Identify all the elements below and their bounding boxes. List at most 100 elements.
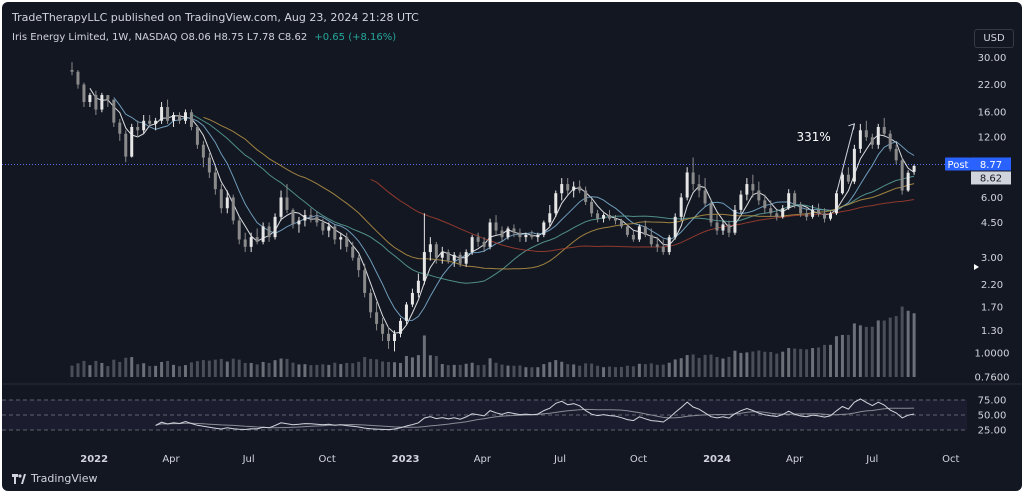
candle-body: [172, 114, 176, 121]
candle-body: [76, 71, 80, 85]
candle-body: [542, 222, 546, 235]
y-tick-label: 22.00: [978, 80, 1007, 91]
x-tick-label: 2023: [392, 454, 420, 465]
candle-body: [273, 216, 277, 238]
volume-bar: [811, 348, 815, 377]
candle-body: [100, 95, 104, 110]
volume-bar: [476, 365, 480, 377]
volume-bar: [142, 363, 146, 377]
candle-body: [231, 197, 235, 221]
candle-body: [494, 222, 498, 231]
candle-body: [518, 232, 522, 238]
candle-body: [864, 130, 868, 138]
volume-bar: [273, 360, 277, 377]
candle-body: [82, 84, 86, 102]
volume-bar: [309, 365, 313, 377]
annotation-label: 331%: [796, 130, 830, 144]
rsi-tick-label: 50.00: [978, 411, 1007, 422]
volume-bar: [237, 359, 241, 377]
volume-bar: [482, 364, 486, 377]
volume-bar: [566, 364, 570, 377]
candle-body: [357, 257, 361, 271]
candle-body: [404, 304, 408, 321]
volume-bar: [900, 306, 904, 377]
post-price-badge: [971, 157, 1011, 171]
candle-body: [130, 126, 134, 157]
candle-body: [787, 193, 791, 209]
candle-body: [183, 112, 187, 121]
candle-body: [888, 133, 892, 149]
volume-bar: [488, 358, 492, 377]
candle-body: [882, 126, 886, 134]
candle-body: [285, 197, 289, 210]
y-tick-label: 12.00: [978, 133, 1007, 144]
candle-body: [721, 224, 725, 231]
volume-bar: [709, 354, 713, 377]
volume-bar: [154, 365, 158, 377]
candle-body: [590, 201, 594, 214]
candle-body: [506, 228, 510, 238]
candle-body: [608, 215, 612, 219]
candle-body: [578, 186, 582, 191]
volume-bar: [297, 364, 301, 377]
post-label: Post: [948, 160, 969, 171]
volume-bar: [631, 366, 635, 377]
volume-bar: [787, 348, 791, 377]
volume-bar: [530, 367, 534, 377]
volume-bar: [166, 360, 170, 377]
annotation-arrowhead: [848, 123, 856, 130]
volume-bar: [279, 358, 283, 377]
ohlc-close: C8.62: [277, 32, 308, 43]
volume-bar: [858, 325, 862, 377]
currency-button[interactable]: USD: [974, 29, 1014, 48]
y-tick-label: 1.30: [981, 326, 1003, 337]
candle-body: [602, 215, 606, 219]
y-tick-label: 6.00: [981, 193, 1003, 204]
ma-52-line: [370, 178, 915, 252]
ohlc-high: H8.75: [213, 32, 244, 43]
candle-body: [817, 209, 821, 214]
x-tick-label: 2024: [703, 454, 731, 465]
volume-bar: [452, 364, 456, 377]
candle-body: [554, 193, 558, 214]
volume-bar: [82, 360, 86, 377]
candle-body: [566, 184, 570, 191]
candle-body: [154, 120, 158, 124]
candle-body: [321, 222, 325, 231]
candle-body: [775, 213, 779, 217]
volume-bar: [458, 364, 462, 377]
volume-bar: [333, 362, 337, 377]
candle-body: [345, 237, 349, 247]
volume-bar: [387, 361, 391, 377]
candle-body: [745, 184, 749, 195]
volume-bar: [846, 334, 850, 377]
candle-body: [876, 126, 880, 145]
candle-body: [351, 246, 355, 258]
volume-bar: [201, 360, 205, 377]
volume-bar: [769, 351, 773, 377]
candle-body: [70, 70, 74, 72]
volume-bar: [219, 358, 223, 377]
candle-body: [500, 230, 504, 238]
volume-bar: [506, 365, 510, 377]
volume-bar: [643, 364, 647, 377]
volume-bar: [852, 323, 856, 377]
candle-body: [691, 172, 695, 185]
volume-bar: [685, 355, 689, 377]
candle-body: [619, 220, 623, 227]
candle-body: [279, 197, 283, 217]
volume-bar: [315, 364, 319, 377]
candle-body: [428, 244, 432, 253]
volume-bar: [410, 357, 414, 377]
candle-body: [142, 120, 146, 131]
tradingview-brand[interactable]: TradingView: [12, 472, 97, 485]
x-tick-label: Oct: [630, 454, 647, 465]
volume-bar: [124, 357, 128, 377]
volume-bar: [828, 344, 832, 377]
volume-bar: [799, 348, 803, 377]
volume-bar: [398, 362, 402, 377]
y-tick-label: 1.70: [981, 303, 1003, 314]
candle-body: [201, 144, 205, 158]
